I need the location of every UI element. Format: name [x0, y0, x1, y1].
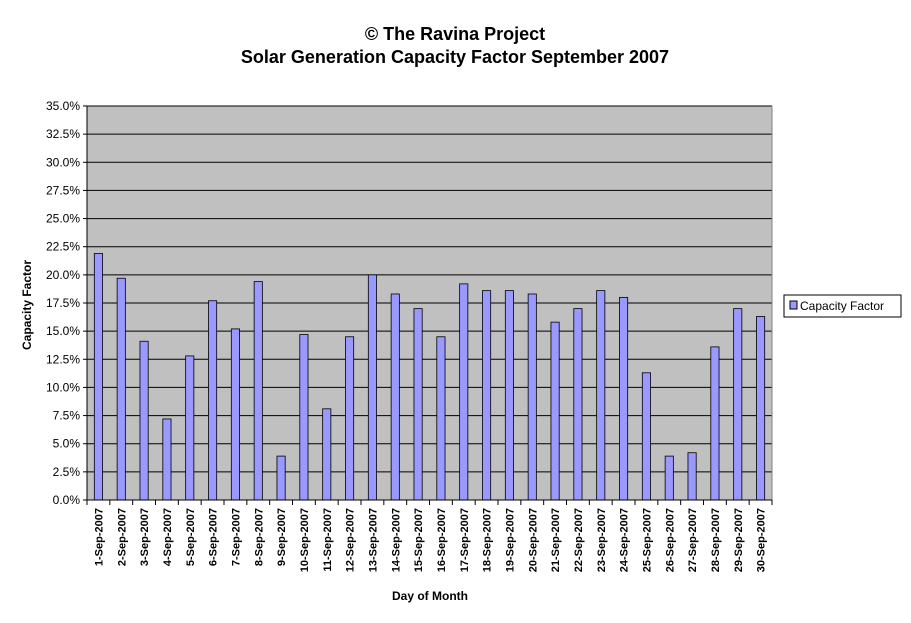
axes	[83, 105, 773, 505]
x-tick-label: 15-Sep-2007	[413, 508, 425, 572]
legend-label: Capacity Factor	[800, 299, 884, 313]
y-tick-label: 32.5%	[46, 127, 80, 141]
x-tick-label: 19-Sep-2007	[504, 508, 516, 572]
bar	[230, 328, 240, 501]
y-tick-label: 30.0%	[46, 155, 80, 169]
y-tick-label: 22.5%	[46, 240, 80, 254]
y-tick-label: 35.0%	[46, 99, 80, 113]
bar	[93, 253, 103, 501]
y-tick-label: 0.0%	[53, 493, 81, 507]
bar	[573, 308, 583, 501]
bar	[641, 372, 651, 501]
x-tick-label: 5-Sep-2007	[185, 508, 197, 566]
chart-title: © The Ravina Project	[365, 24, 545, 44]
bar	[664, 455, 674, 501]
bar	[619, 296, 629, 501]
bar	[208, 300, 218, 501]
x-tick-label: 2-Sep-2007	[116, 508, 128, 566]
y-tick-label: 25.0%	[46, 212, 80, 226]
bar	[687, 452, 697, 501]
x-tick-label: 28-Sep-2007	[710, 508, 722, 572]
bar	[756, 316, 766, 501]
x-tick-label: 25-Sep-2007	[641, 508, 653, 572]
x-tick-label: 18-Sep-2007	[482, 508, 494, 572]
x-tick-label: 24-Sep-2007	[619, 508, 631, 572]
bar	[436, 336, 446, 501]
x-tick-label: 6-Sep-2007	[208, 508, 220, 566]
bar	[482, 290, 492, 501]
x-tick-label: 22-Sep-2007	[573, 508, 585, 572]
bar	[733, 308, 743, 501]
x-tick-label: 4-Sep-2007	[162, 508, 174, 566]
x-tick-label: 16-Sep-2007	[436, 508, 448, 572]
bar	[390, 293, 400, 501]
bars-group	[93, 253, 766, 501]
y-tick-label: 12.5%	[46, 352, 80, 366]
bar	[116, 277, 126, 501]
x-tick-label: 30-Sep-2007	[756, 508, 768, 572]
y-tick-label: 5.0%	[53, 437, 81, 451]
y-tick-label: 27.5%	[46, 183, 80, 197]
y-tick-label: 17.5%	[46, 296, 80, 310]
bar	[527, 293, 537, 501]
bar	[710, 346, 720, 501]
x-tick-label: 8-Sep-2007	[253, 508, 265, 566]
x-tick-label: 12-Sep-2007	[345, 508, 357, 572]
bar	[504, 290, 514, 501]
x-tick-label: 14-Sep-2007	[390, 508, 402, 572]
bar	[459, 283, 469, 501]
gridlines	[87, 105, 772, 473]
bar	[139, 340, 149, 501]
y-tick-labels: 0.0% 2.5% 5.0% 7.5% 10.0% 12.5% 15.0% 17.5% 20.0…	[46, 99, 80, 507]
x-tick-labels: 1-Sep-2007 2-Sep-2007 3-Sep-2007 4-Sep-2007…	[93, 508, 767, 572]
y-tick-label: 20.0%	[46, 268, 80, 282]
chart-subtitle: Solar Generation Capacity Factor Septemb…	[241, 47, 669, 67]
x-tick-label: 27-Sep-2007	[687, 508, 699, 572]
bar	[367, 274, 377, 501]
x-tick-label: 11-Sep-2007	[322, 508, 334, 572]
x-tick-label: 10-Sep-2007	[299, 508, 311, 572]
x-tick-label: 13-Sep-2007	[367, 508, 379, 572]
y-tick-label: 7.5%	[53, 409, 81, 423]
y-tick-label: 10.0%	[46, 380, 80, 394]
bar	[185, 355, 195, 501]
x-tick-label: 26-Sep-2007	[664, 508, 676, 572]
y-tick-label: 2.5%	[53, 465, 81, 479]
bar	[596, 290, 606, 501]
bar	[345, 336, 355, 501]
x-tick-label: 17-Sep-2007	[459, 508, 471, 572]
bar	[413, 308, 423, 501]
bar	[299, 334, 309, 501]
x-tick-label: 7-Sep-2007	[230, 508, 242, 566]
legend-swatch	[789, 300, 798, 310]
x-tick-label: 21-Sep-2007	[550, 508, 562, 572]
bar	[162, 418, 172, 501]
y-axis-label: Capacity Factor	[20, 260, 34, 350]
bar	[550, 321, 560, 501]
y-tick-label: 15.0%	[46, 324, 80, 338]
x-tick-label: 9-Sep-2007	[276, 508, 288, 566]
x-tick-label: 29-Sep-2007	[733, 508, 745, 572]
bar	[253, 281, 263, 501]
bar	[276, 455, 286, 501]
legend-box	[783, 294, 902, 318]
x-tick-label: 20-Sep-2007	[527, 508, 539, 572]
x-tick-label: 23-Sep-2007	[596, 508, 608, 572]
bar	[322, 408, 332, 501]
x-tick-label: 1-Sep-2007	[93, 508, 105, 566]
x-tick-label: 3-Sep-2007	[139, 508, 151, 566]
x-axis-label: Day of Month	[392, 589, 468, 603]
legend: Capacity Factor	[783, 294, 902, 318]
